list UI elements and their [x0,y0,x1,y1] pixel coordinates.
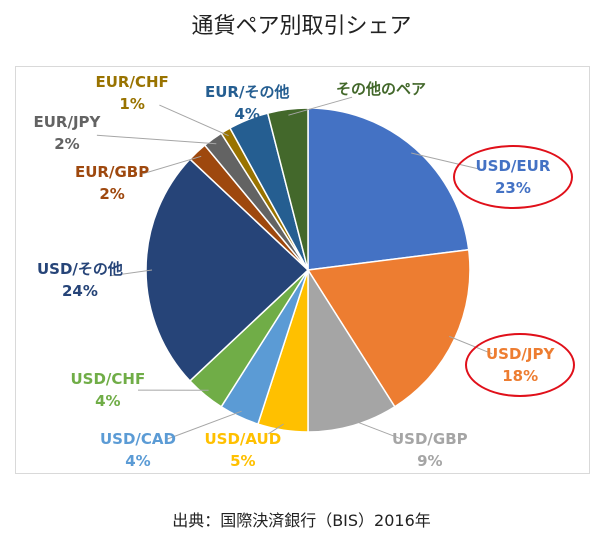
slice-label: USD/CAD 4% [100,428,176,472]
highlight-ellipse [465,333,575,397]
slice-label: EUR/GBP 2% [75,161,149,205]
slice-label-name: EUR/GBP [75,163,150,181]
slice-label-name: EUR/その他 [205,83,290,101]
pie-slice [307,267,396,433]
slice-label-name: EUR/CHF [95,73,169,91]
leader-line [351,419,403,440]
slice-label-value: 24% [62,282,98,300]
slice-label-name: USD/CAD [100,430,176,448]
slice-label-value: 4% [125,452,151,470]
leader-line [165,410,242,440]
leader-line [288,96,353,116]
slice-label: EUR/CHF 1% [96,71,169,115]
leader-line [268,423,284,435]
slice-label-value: 9% [417,452,443,470]
slice-label-name: その他のペア [336,80,427,98]
highlight-ellipse [453,145,573,209]
source-note: 出典：国際決済銀行（BIS）2016年 [172,511,431,530]
slice-label-name: USD/GBP [392,430,468,448]
slice-label: USD/AUD 5% [205,428,282,472]
slice-label: USD/GBP 9% [392,428,468,472]
slice-label-name: USD/その他 [37,260,123,278]
leader-line [109,269,153,277]
pie-slice [307,107,470,271]
pie-slice [145,158,310,382]
slice-label: その他のペア [336,78,426,100]
chart-title: 通貨ペア別取引シェア [191,14,412,39]
slice-label-value: 2% [54,135,80,153]
slice-label-value: 2% [99,185,125,203]
leader-line [159,104,229,137]
slice-label-name: USD/CHF [70,370,146,388]
slice-label: EUR/JPY 2% [34,111,101,155]
leader-line [96,134,217,145]
slice-label-name: USD/AUD [204,430,282,448]
slice-label-name: EUR/JPY [33,113,101,131]
slice-label: USD/CHF 4% [71,368,146,412]
slice-label-value: 5% [230,452,256,470]
slice-label-value: 4% [95,392,121,410]
slice-label: EUR/その他 4% [205,81,289,125]
pie-slice [266,107,309,271]
slice-label-value: 4% [234,105,260,123]
slice-label-value: 1% [119,95,145,113]
slice-label: USD/その他 24% [37,258,123,302]
leader-line [140,155,202,175]
plot-area-frame [15,66,590,474]
